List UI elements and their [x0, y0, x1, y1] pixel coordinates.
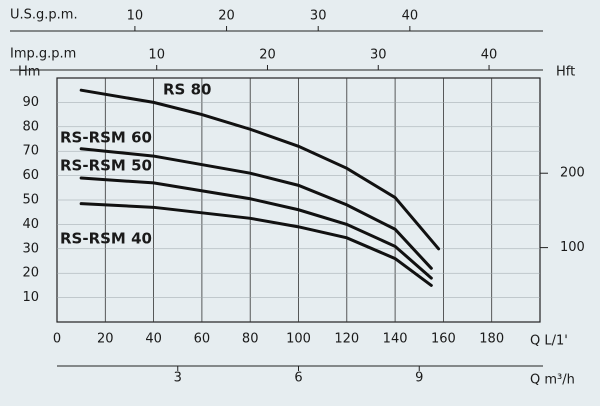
x-tick-label: 120	[334, 332, 359, 347]
curve-label: RS-RSM 50	[60, 157, 152, 175]
curve-label: RS-RSM 60	[60, 129, 152, 147]
curve	[79, 202, 433, 287]
curve	[79, 176, 433, 280]
x-axis-label: Q L/1'	[530, 334, 568, 349]
y-tick-label: 40	[22, 217, 39, 232]
x-tick-label: 180	[479, 332, 504, 347]
x-tick-label: 100	[286, 332, 311, 347]
top-axis-tick-label: 40	[481, 48, 498, 63]
y-tick-label: 10	[22, 290, 39, 305]
top-axis-tick-label: 20	[218, 9, 235, 24]
x-tick-label: 80	[242, 332, 259, 347]
y-tick-label: 70	[22, 144, 39, 159]
top-axis-tick-label: 20	[259, 48, 276, 63]
top-axis-tick-label: 30	[370, 48, 387, 63]
x-tick-label: 20	[97, 332, 114, 347]
bottom-axis-tick-label: 9	[415, 371, 423, 386]
y-axis-label: Hm	[18, 65, 40, 80]
bottom-axis-label: Q m³/h	[530, 373, 575, 388]
x-tick-label: 140	[383, 332, 408, 347]
y2-tick-label: 200	[560, 166, 585, 181]
curve-label: RS-RSM 40	[60, 230, 152, 248]
x-tick-label: 60	[194, 332, 211, 347]
x-tick-label: 0	[53, 332, 61, 347]
top-axis-tick-label: 10	[148, 48, 165, 63]
y-tick-label: 90	[22, 95, 39, 110]
top-axis-label: Imp.g.p.m	[10, 47, 76, 62]
curve	[79, 147, 433, 270]
curve	[79, 88, 441, 251]
y-tick-label: 60	[22, 168, 39, 183]
bottom-axis-tick-label: 3	[174, 371, 182, 386]
curve-label: RS 80	[163, 81, 211, 99]
y2-tick-label: 100	[560, 240, 585, 255]
y2-axis-label: Hft	[556, 65, 575, 80]
top-axis-tick-label: 40	[402, 9, 419, 24]
x-tick-label: 40	[145, 332, 162, 347]
top-axis-label: U.S.g.p.m.	[10, 8, 78, 23]
bottom-axis-tick-label: 6	[294, 371, 302, 386]
top-axis-tick-label: 10	[127, 9, 144, 24]
y-tick-label: 50	[22, 193, 39, 208]
x-tick-label: 160	[431, 332, 456, 347]
top-axis-tick-label: 30	[310, 9, 327, 24]
y-tick-label: 20	[22, 266, 39, 281]
y-tick-label: 30	[22, 241, 39, 256]
y-tick-label: 80	[22, 119, 39, 134]
